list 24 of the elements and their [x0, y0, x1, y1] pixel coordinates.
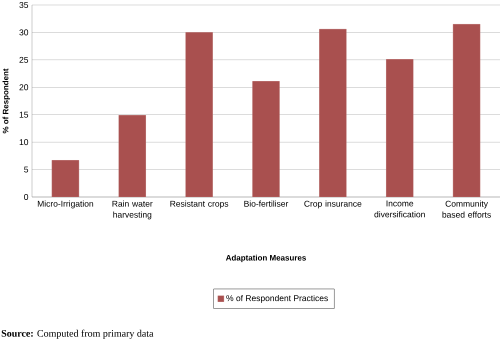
legend-label: % of Respondent Practices: [226, 294, 328, 303]
y-tick-label: 5: [24, 166, 28, 173]
y-tick-label: 10: [20, 139, 28, 146]
y-tick-label: 30: [19, 29, 28, 36]
text: Source: Computed from primary data: [2, 330, 154, 339]
x-tick-label: Income diversification: [374, 200, 425, 218]
bar: [252, 81, 280, 197]
y-tick-label: 25: [19, 56, 28, 63]
x-tick-label: Crop insurance: [304, 200, 362, 208]
bar: [319, 28, 347, 197]
x-tick-label: Resistant crops: [170, 200, 228, 208]
y-tick-label: 0: [24, 194, 28, 200]
bar: [52, 160, 80, 197]
x-tick-label: Rain water harvesting: [112, 200, 153, 220]
y-tick-label: 20: [19, 84, 28, 90]
x-tick-label: Micro-Irrigation: [38, 200, 94, 208]
x-tick-label: Bio-fertiliser: [244, 200, 288, 207]
bar: [118, 115, 146, 197]
bar: [185, 32, 213, 197]
bar: [452, 24, 480, 197]
y-tick-label: 35: [19, 2, 28, 8]
y-tick-label: 15: [20, 112, 28, 118]
bar: [386, 59, 414, 197]
x-tick-label: Community based efforts: [442, 200, 491, 218]
